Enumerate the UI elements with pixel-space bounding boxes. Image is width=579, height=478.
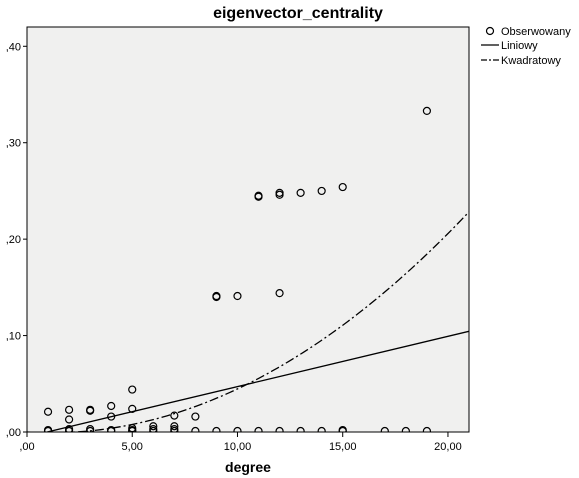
scatter-point [422, 426, 432, 432]
scatter-point [401, 426, 410, 432]
scatter-point [422, 106, 432, 115]
y-tick-label: ,10 [6, 331, 21, 343]
scatter-point [64, 415, 74, 424]
y-axis-ticks: ,00 ,10 ,20 ,30 ,40 [6, 41, 27, 439]
legend-label-kwadratowy: Kwadratowy [501, 55, 561, 67]
plot-frame [26, 26, 470, 433]
scatter-point [170, 426, 179, 432]
y-tick-label: ,20 [6, 234, 21, 246]
scatter-point [275, 426, 284, 432]
x-tick-label: ,00 [19, 441, 34, 453]
scatter-point [191, 426, 200, 432]
scatter-point [149, 422, 158, 431]
scatter-point [170, 422, 179, 431]
chart-title: eigenvector_centrality [213, 5, 383, 22]
scatter-point [107, 426, 116, 432]
scatter-point [86, 426, 95, 432]
scatter-point [128, 426, 137, 432]
legend-marker-obserwowany [485, 26, 495, 36]
scatter-point [86, 406, 95, 415]
x-tick-label: 5,00 [122, 441, 143, 453]
line-kwadratowy [27, 211, 469, 432]
x-tick-label: 10,00 [224, 441, 252, 453]
x-tick-label: 15,00 [329, 441, 357, 453]
scatter-point [170, 411, 179, 420]
scatter-point [254, 192, 263, 201]
y-tick-label: ,40 [6, 41, 21, 53]
scatter-point [212, 426, 221, 432]
plot-area [27, 27, 469, 432]
scatter-point [338, 182, 347, 192]
scatter-point [149, 426, 158, 432]
legend-label-liniowy: Liniowy [501, 40, 538, 52]
scatter-point [275, 289, 284, 298]
legend: Obserwowany Liniowy Kwadratowy [481, 26, 571, 67]
scatter-point [107, 412, 116, 421]
scatter-point [43, 407, 53, 416]
scatter-point [317, 426, 326, 432]
scatter-point [296, 188, 305, 197]
scatter-point [317, 186, 326, 196]
scatter-point [64, 426, 74, 432]
scatter-point [254, 426, 263, 432]
scatter-point [212, 292, 221, 302]
scatter-point [338, 425, 347, 432]
x-axis-label: degree [225, 459, 271, 475]
scatter-point [380, 426, 389, 432]
x-tick-label: 20,00 [434, 441, 462, 453]
scatter-point [128, 385, 137, 394]
scatter-point [128, 404, 137, 413]
legend-label-obserwowany: Obserwowany [501, 26, 571, 38]
scatter-point [191, 412, 200, 421]
x-axis-ticks: ,00 5,00 10,00 15,00 20,00 [19, 432, 462, 453]
scatter-point [233, 291, 242, 301]
scatter-point [64, 405, 74, 414]
scatter-point [107, 401, 116, 411]
fit-lines [27, 211, 469, 432]
y-tick-label: ,30 [6, 138, 21, 150]
scatter-point [275, 190, 284, 199]
y-tick-label: ,00 [6, 427, 21, 439]
scatter-point [296, 426, 305, 432]
scatter-point [233, 426, 242, 432]
scatter-point [43, 426, 53, 432]
